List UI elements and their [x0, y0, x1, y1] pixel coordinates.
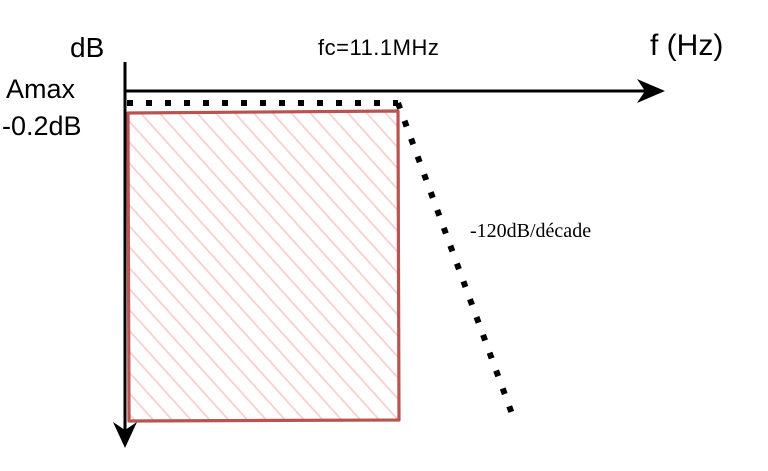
rolloff-dotted-line — [395, 101, 518, 424]
passband-region — [126, 109, 401, 423]
amax-value: -0.2dB — [2, 111, 82, 141]
x-axis-label: f (Hz) — [650, 29, 724, 62]
y-axis-label: dB — [70, 32, 105, 63]
y-axis-arrow-icon — [113, 422, 137, 448]
x-axis-arrow-icon — [637, 79, 665, 103]
rolloff-slope-label: -120dB/décade — [470, 220, 592, 242]
cutoff-frequency-label: fc=11.1MHz — [318, 35, 440, 60]
y-axis — [113, 62, 137, 448]
x-axis — [125, 79, 665, 103]
amax-label: Amax — [6, 74, 76, 104]
template-dotted-lines — [127, 100, 518, 424]
